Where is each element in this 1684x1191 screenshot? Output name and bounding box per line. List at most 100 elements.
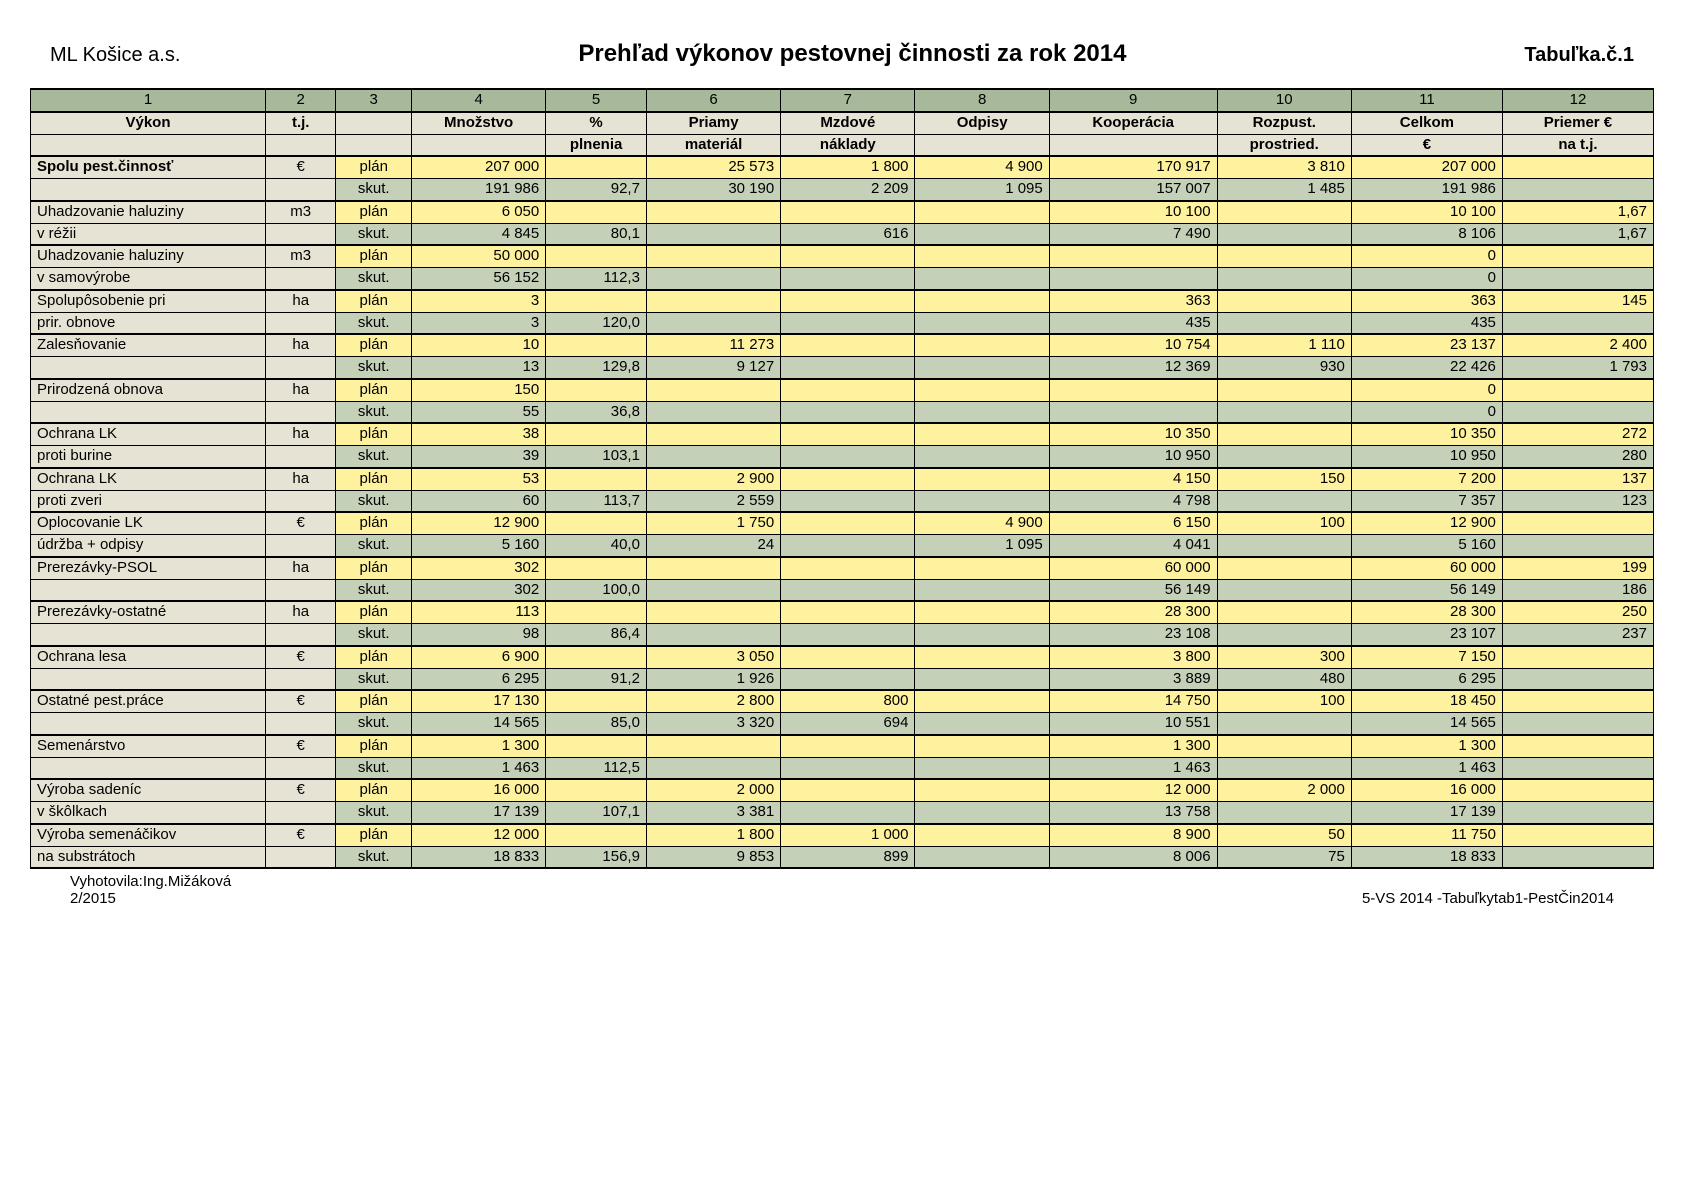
value-cell: 14 565: [411, 713, 545, 735]
value-cell: [1217, 535, 1351, 557]
value-cell: [646, 401, 780, 423]
value-cell: [1502, 401, 1653, 423]
value-cell: [781, 735, 915, 757]
type-cell: plán: [336, 557, 412, 579]
row-label: údržba + odpisy: [31, 535, 266, 557]
unit-cell: €: [265, 824, 335, 846]
value-cell: 10 551: [1049, 713, 1217, 735]
value-cell: 50: [1217, 824, 1351, 846]
value-cell: [1217, 757, 1351, 779]
table-row: proti burineskut.39103,110 95010 950280: [31, 446, 1654, 468]
value-cell: 156,9: [546, 846, 647, 868]
unit-cell: €: [265, 735, 335, 757]
value-cell: 694: [781, 713, 915, 735]
value-cell: [1217, 490, 1351, 512]
row-label: Výroba sadeníc: [31, 779, 266, 801]
value-cell: 272: [1502, 423, 1653, 445]
col-number: 4: [411, 89, 545, 112]
row-label: [31, 179, 266, 201]
unit-cell: [265, 668, 335, 690]
type-cell: plán: [336, 201, 412, 223]
value-cell: 12 900: [1351, 512, 1502, 534]
row-label: [31, 624, 266, 646]
value-cell: 10: [411, 334, 545, 356]
unit-cell: ha: [265, 468, 335, 490]
col-header: Rozpust.: [1217, 112, 1351, 134]
value-cell: 75: [1217, 846, 1351, 868]
unit-cell: ha: [265, 379, 335, 401]
data-table: 123456789101112Výkont.j.Množstvo%PriamyM…: [30, 88, 1654, 869]
table-row: Spolupôsobenie prihaplán3363363145: [31, 290, 1654, 312]
type-cell: skut.: [336, 846, 412, 868]
value-cell: 137: [1502, 468, 1653, 490]
value-cell: 280: [1502, 446, 1653, 468]
value-cell: 11 750: [1351, 824, 1502, 846]
type-cell: skut.: [336, 713, 412, 735]
value-cell: 60 000: [1351, 557, 1502, 579]
value-cell: [646, 579, 780, 601]
value-cell: 56 149: [1049, 579, 1217, 601]
row-label: Ochrana lesa: [31, 646, 266, 668]
unit-cell: [265, 268, 335, 290]
value-cell: [781, 268, 915, 290]
value-cell: 10 350: [1049, 423, 1217, 445]
value-cell: 302: [411, 557, 545, 579]
type-cell: skut.: [336, 802, 412, 824]
value-cell: [1502, 156, 1653, 178]
value-cell: [1502, 268, 1653, 290]
table-row: Oplocovanie LK€plán12 9001 7504 9006 150…: [31, 512, 1654, 534]
value-cell: [646, 735, 780, 757]
value-cell: [1502, 535, 1653, 557]
value-cell: 16 000: [411, 779, 545, 801]
value-cell: [1502, 690, 1653, 712]
value-cell: 1 000: [781, 824, 915, 846]
table-row: skut.5536,80: [31, 401, 1654, 423]
footer-right: 5-VS 2014 -Tabuľkytab1-PestČin2014: [1362, 890, 1614, 907]
value-cell: [1217, 624, 1351, 646]
type-cell: plán: [336, 735, 412, 757]
col-header: Celkom: [1351, 112, 1502, 134]
value-cell: 4 150: [1049, 468, 1217, 490]
unit-cell: [265, 579, 335, 601]
unit-cell: [265, 802, 335, 824]
type-cell: skut.: [336, 268, 412, 290]
value-cell: [1502, 379, 1653, 401]
value-cell: 6 295: [411, 668, 545, 690]
value-cell: 435: [1351, 312, 1502, 334]
table-row: Uhadzovanie haluzinym3plán50 0000: [31, 245, 1654, 267]
value-cell: [1502, 735, 1653, 757]
type-cell: skut.: [336, 668, 412, 690]
col-header: Mzdové: [781, 112, 915, 134]
value-cell: [781, 446, 915, 468]
value-cell: [1217, 201, 1351, 223]
value-cell: 3 381: [646, 802, 780, 824]
value-cell: 4 900: [915, 512, 1049, 534]
value-cell: [915, 423, 1049, 445]
value-cell: [546, 601, 647, 623]
value-cell: 1 463: [1351, 757, 1502, 779]
value-cell: [1217, 446, 1351, 468]
value-cell: [781, 557, 915, 579]
value-cell: [915, 579, 1049, 601]
value-cell: [546, 646, 647, 668]
value-cell: [646, 601, 780, 623]
value-cell: 6 295: [1351, 668, 1502, 690]
col-subheader: [1049, 134, 1217, 156]
value-cell: 22 426: [1351, 357, 1502, 379]
value-cell: 7 200: [1351, 468, 1502, 490]
unit-cell: [265, 401, 335, 423]
value-cell: 24: [646, 535, 780, 557]
value-cell: [646, 557, 780, 579]
unit-cell: [265, 357, 335, 379]
value-cell: [1502, 179, 1653, 201]
value-cell: 50 000: [411, 245, 545, 267]
unit-cell: m3: [265, 201, 335, 223]
value-cell: [915, 802, 1049, 824]
value-cell: 25 573: [646, 156, 780, 178]
footer-date: 2/2015: [70, 890, 231, 907]
value-cell: 91,2: [546, 668, 647, 690]
value-cell: 10 950: [1351, 446, 1502, 468]
value-cell: 3 050: [646, 646, 780, 668]
value-cell: 4 845: [411, 223, 545, 245]
value-cell: 207 000: [411, 156, 545, 178]
